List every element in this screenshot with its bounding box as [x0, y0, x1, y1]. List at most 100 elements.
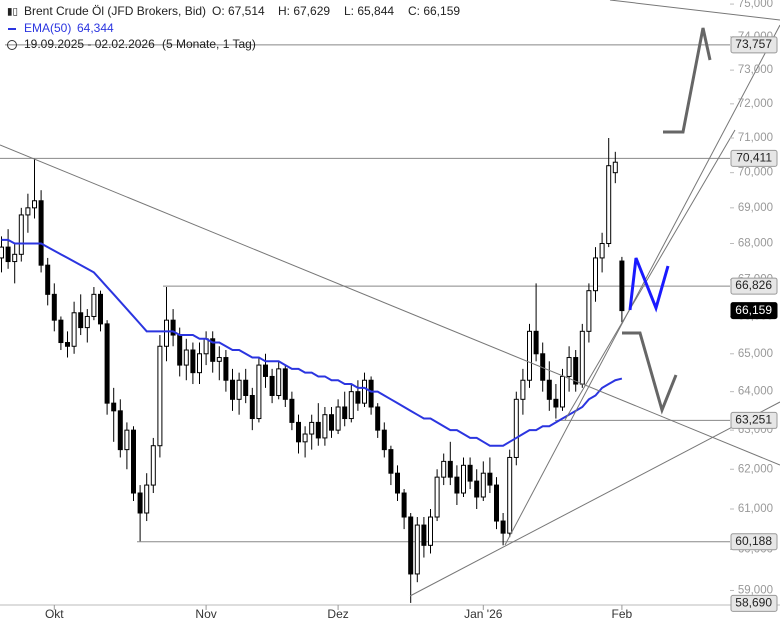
y-tick-label: 71,000: [738, 132, 773, 144]
candle-body: [546, 379, 552, 400]
y-tick-label: 59,000: [738, 584, 773, 596]
candle-body: [150, 445, 156, 486]
level-box: [730, 302, 778, 320]
y-tick-label: 64,000: [738, 386, 773, 398]
period: 19.09.2025 - 02.02.2026: [24, 37, 155, 51]
plot-layer: [0, 44, 730, 603]
candle-body: [91, 293, 97, 317]
candle-body: [533, 330, 539, 355]
y-tick-label: 70,000: [738, 167, 773, 179]
trend-line: [564, 129, 736, 421]
level-box: [730, 36, 778, 54]
candle-body: [329, 414, 334, 431]
candle-body: [58, 319, 64, 344]
legend-label: EMA(50): [24, 21, 71, 35]
candle-body: [434, 476, 440, 518]
candle-body: [315, 421, 321, 439]
candle-body: [289, 398, 295, 423]
x-tick-label: Jan '26: [464, 607, 503, 621]
trend-line: [0, 144, 780, 466]
candle-body: [342, 406, 348, 420]
y-tick-label: 73,000: [738, 64, 773, 76]
icon: ▮▯: [7, 7, 18, 18]
candle-body: [421, 524, 427, 546]
candle-body: [553, 398, 559, 408]
candle-body: [348, 391, 354, 420]
candle-body: [573, 357, 579, 385]
candle-body: [388, 449, 394, 474]
candle-body: [579, 330, 585, 385]
y-tick-label: 68,000: [738, 238, 773, 250]
candle-body: [117, 410, 123, 451]
level-box: [730, 411, 778, 429]
candle-body: [78, 312, 84, 329]
candle-body: [309, 421, 315, 435]
x-tick-label: Okt: [45, 607, 64, 621]
candle-body: [230, 379, 235, 400]
legend-value: 64,344: [77, 21, 114, 35]
level-label: 66,159: [735, 303, 772, 317]
candle-body: [38, 200, 44, 266]
candle-body: [408, 516, 414, 575]
x-tick-label: Feb: [612, 607, 633, 621]
candle-body: [177, 334, 183, 366]
candle-body: [606, 165, 612, 245]
level-label: 73,757: [735, 37, 772, 51]
candle-body: [269, 375, 275, 396]
candle-body: [487, 472, 493, 486]
candle-body: [335, 406, 341, 431]
chart-title: Brent Crude Öl (JFD Brokers, Bid): [24, 4, 206, 18]
candle-body: [480, 472, 486, 498]
candle-body: [494, 484, 499, 522]
candle-body: [527, 330, 532, 381]
ema-line: [1, 238, 623, 447]
ohlc-label: L: 65,844: [344, 4, 394, 18]
candle-body: [98, 293, 103, 325]
candle-body: [507, 456, 513, 534]
candle-body: [619, 260, 625, 312]
candle-body: [190, 349, 196, 374]
candle-body: [428, 516, 433, 546]
period-note: (5 Monate, 1 Tag): [162, 37, 256, 51]
candle-body: [513, 398, 519, 458]
candle-body: [355, 391, 361, 404]
candle-body: [236, 379, 242, 400]
candle-body: [243, 379, 249, 396]
candle-body: [210, 338, 216, 362]
candle-body: [282, 368, 288, 400]
candle-body: [302, 433, 308, 443]
candle-body: [467, 464, 473, 482]
candle-body: [322, 414, 328, 439]
projection-arrow: [663, 27, 712, 134]
y-tick-label: 69,000: [738, 202, 773, 214]
trend-line: [409, 401, 780, 597]
candle-body: [395, 472, 400, 494]
candle-body: [71, 312, 77, 347]
candle-body: [45, 264, 51, 295]
candle-body: [599, 243, 605, 259]
candle-body: [454, 476, 460, 494]
candle-body: [276, 368, 282, 396]
candle-body: [362, 379, 367, 404]
candle-body: [124, 429, 130, 451]
trend-line: [609, 0, 780, 21]
level-label: 66,826: [735, 278, 772, 292]
candle-body: [51, 293, 57, 321]
candle-body: [111, 402, 117, 412]
candle-body: [216, 357, 222, 362]
candle-body: [170, 319, 176, 336]
candle-body: [104, 323, 110, 404]
candle-body: [461, 464, 466, 494]
candle-body: [84, 315, 90, 329]
level-label: 58,690: [735, 596, 772, 610]
candle-body: [520, 379, 526, 400]
y-tick-label: 75,000: [738, 0, 773, 10]
candle-body: [263, 364, 268, 377]
trend-line: [504, 24, 780, 546]
candle-body: [197, 353, 202, 374]
candle-body: [65, 342, 70, 347]
candle-body: [18, 214, 24, 255]
candle-body: [474, 480, 480, 498]
level-box: [730, 533, 778, 551]
